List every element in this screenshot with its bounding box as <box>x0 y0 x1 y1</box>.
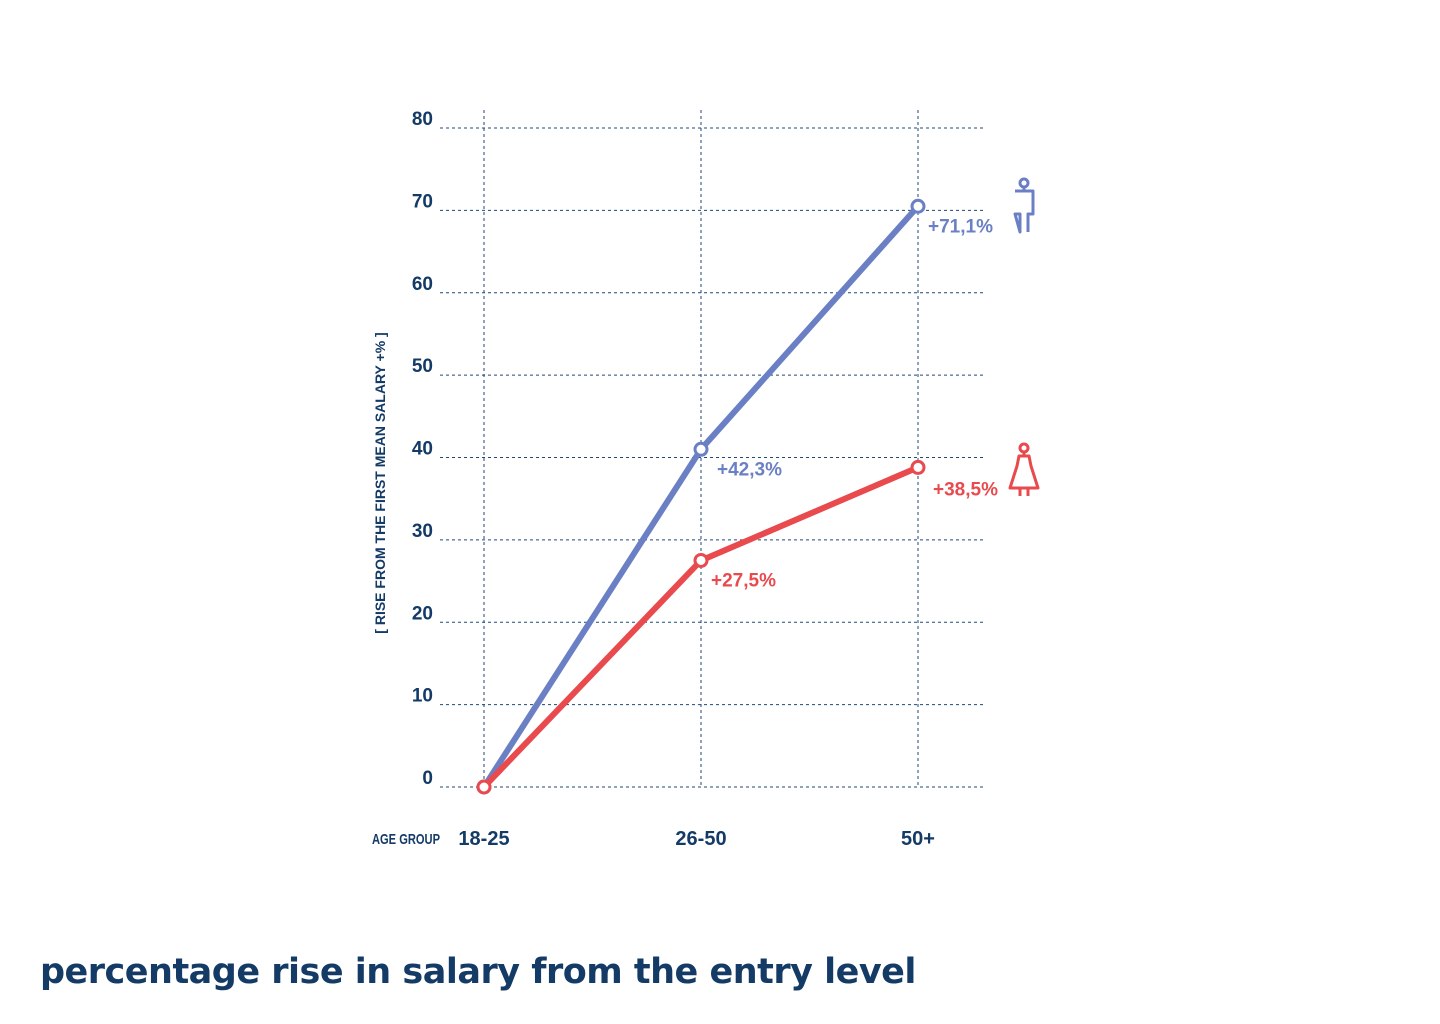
y-tick-label: 20 <box>412 603 433 624</box>
y-tick-label: 10 <box>412 686 433 707</box>
female-person-icon <box>1008 442 1040 496</box>
data-point-women <box>910 459 926 475</box>
y-tick-label: 70 <box>412 191 433 212</box>
y-tick-label: 60 <box>412 274 433 295</box>
y-tick-label: 40 <box>412 439 433 460</box>
male-person-icon <box>1013 177 1035 234</box>
chart-title: percentage rise in salary from the entry… <box>40 952 916 992</box>
x-tick-label: 26-50 <box>675 828 726 850</box>
x-tick-label: 50+ <box>901 828 935 850</box>
data-labels: +42,3% +71,1% +27,5% +38,5% <box>711 216 998 591</box>
data-label-women: +38,5% <box>933 479 998 500</box>
series <box>476 198 926 795</box>
legend-icons <box>1008 177 1040 496</box>
data-label-men: +42,3% <box>717 459 782 480</box>
x-tick-label: 18-25 <box>458 828 509 850</box>
data-point-men <box>693 441 709 457</box>
axes: [ RISE FROM THE FIRST MEAN SALARY +% ] A… <box>372 109 935 850</box>
data-point-women <box>476 779 492 795</box>
y-axis-label: [ RISE FROM THE FIRST MEAN SALARY +% ] <box>372 332 388 633</box>
grid <box>440 110 986 788</box>
data-label-men: +71,1% <box>928 216 993 237</box>
y-tick-label: 0 <box>422 768 433 789</box>
y-tick-label: 80 <box>412 109 433 130</box>
y-tick-label: 30 <box>412 521 433 542</box>
data-point-men <box>910 198 926 214</box>
y-tick-label: 50 <box>412 356 433 377</box>
x-axis-label: AGE GROUP <box>372 831 440 848</box>
data-label-women: +27,5% <box>711 570 776 591</box>
data-point-women <box>693 552 709 568</box>
